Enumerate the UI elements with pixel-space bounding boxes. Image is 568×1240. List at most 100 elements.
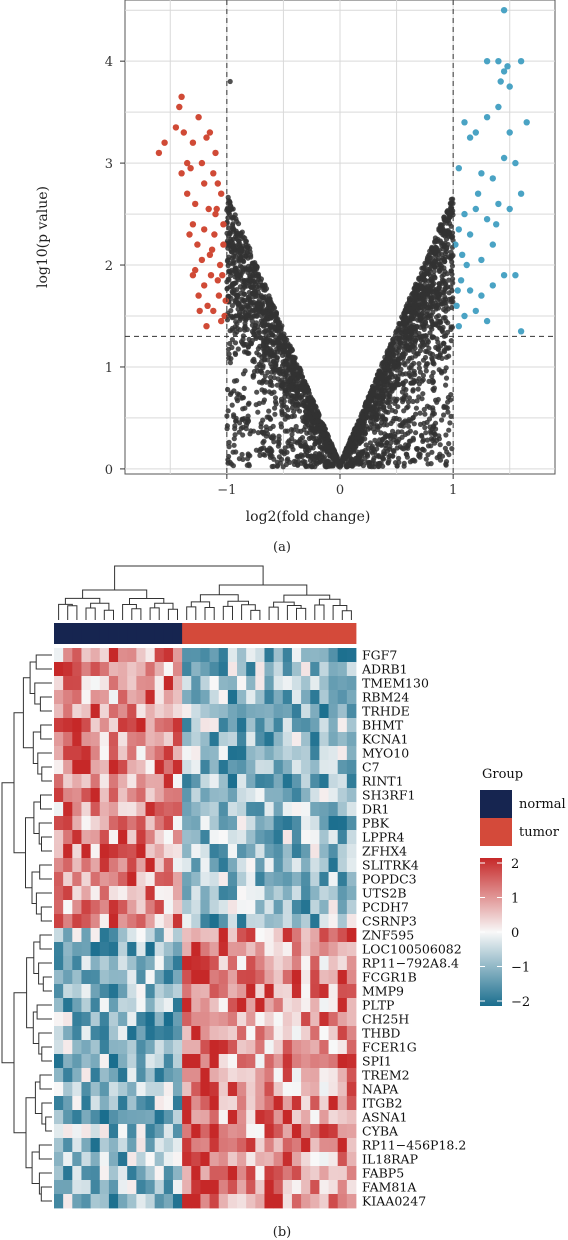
- heatmap-cell: [200, 788, 210, 803]
- heatmap-cell: [337, 746, 348, 761]
- heatmap-cell: [191, 858, 201, 873]
- heatmap-cell: [218, 1026, 229, 1041]
- heatmap-cell: [127, 746, 137, 761]
- heatmap-cell: [218, 1138, 229, 1153]
- heatmap-cell: [136, 956, 146, 971]
- volcano-point-ns: [438, 240, 444, 246]
- volcano-point-ns: [314, 425, 320, 431]
- heatmap-cell: [90, 858, 101, 873]
- group-cell-normal: [163, 623, 174, 644]
- heatmap-cell: [291, 1068, 302, 1083]
- heatmap-cell: [154, 1068, 165, 1083]
- volcano-point-ns: [306, 387, 312, 393]
- heatmap-cell: [346, 662, 357, 677]
- heatmap-cell: [319, 802, 329, 817]
- heatmap-cell: [310, 956, 320, 971]
- heatmap-cell: [163, 704, 174, 719]
- heatmap-cell: [200, 872, 210, 887]
- heatmap-cell: [209, 900, 220, 915]
- heatmap-cell: [346, 886, 357, 901]
- heatmap-cell: [172, 942, 183, 957]
- heatmap-cell: [282, 1180, 293, 1195]
- heatmap-cell: [108, 1152, 119, 1167]
- volcano-point-ns: [298, 396, 305, 403]
- heatmap-cell: [154, 1180, 165, 1195]
- heatmap-cell: [346, 1054, 357, 1069]
- x-tick-label: 1: [449, 483, 457, 498]
- heatmap-cell: [273, 718, 284, 733]
- volcano-point-ns: [254, 313, 260, 319]
- heatmap-cell: [310, 1026, 320, 1041]
- gene-label: ASNA1: [361, 1110, 408, 1125]
- volcano-point-ns: [290, 358, 297, 364]
- heatmap-cell: [118, 1096, 128, 1111]
- heatmap-cell: [163, 774, 174, 789]
- heatmap-cell: [346, 1068, 357, 1083]
- heatmap-cell: [310, 1096, 320, 1111]
- heatmap-cell: [145, 1068, 156, 1083]
- dendrogram-branch: [34, 1081, 42, 1114]
- heatmap-cell: [127, 662, 137, 677]
- heatmap-cell: [99, 1054, 110, 1069]
- heatmap-cell: [246, 1110, 256, 1125]
- volcano-point-ns: [397, 370, 403, 376]
- heatmap-cell: [99, 928, 110, 943]
- legend-title: Group: [482, 767, 523, 782]
- heatmap-cell: [200, 746, 210, 761]
- heatmap-cell: [99, 718, 110, 733]
- volcano-point-ns: [448, 210, 454, 216]
- heatmap-cell: [118, 1068, 128, 1083]
- x-tick-label: −1: [217, 483, 236, 498]
- volcano-point-ns: [247, 299, 253, 305]
- heatmap-cell: [81, 1012, 91, 1027]
- volcano-point-up: [500, 7, 508, 14]
- volcano-point-down: [214, 277, 221, 284]
- volcano-point-ns: [421, 406, 427, 413]
- heatmap-cell: [200, 914, 210, 929]
- heatmap-cell: [237, 942, 247, 957]
- heatmap-cell: [346, 942, 357, 957]
- heatmap-cell: [264, 690, 275, 705]
- volcano-point-ns: [373, 380, 380, 386]
- volcano-point-ns: [437, 351, 443, 357]
- dendrogram-branch: [25, 817, 34, 889]
- heatmap-cell: [81, 676, 91, 691]
- heatmap-cell: [255, 1124, 265, 1139]
- heatmap-cell: [218, 900, 229, 915]
- heatmap-cell: [63, 1096, 73, 1111]
- heatmap-cell: [99, 774, 110, 789]
- volcano-point-ns: [422, 411, 428, 417]
- heatmap-cell: [90, 788, 101, 803]
- heatmap-cell: [108, 858, 119, 873]
- volcano-point-down: [215, 292, 223, 299]
- volcano-point-ns: [263, 327, 269, 334]
- heatmap-cell: [145, 998, 156, 1013]
- heatmap-cell: [154, 746, 165, 761]
- heatmap-cell: [319, 998, 329, 1013]
- heatmap-cell: [90, 928, 101, 943]
- gene-label: RBM24: [362, 690, 409, 705]
- heatmap-cell: [90, 1068, 101, 1083]
- heatmap-cell: [328, 676, 339, 691]
- heatmap-cell: [291, 788, 302, 803]
- heatmap-cell: [264, 844, 275, 859]
- heatmap-cell: [237, 1180, 247, 1195]
- volcano-point-up: [517, 58, 525, 65]
- volcano-point-ns: [272, 349, 278, 356]
- volcano-point-ns: [271, 389, 277, 395]
- volcano-point-ns: [275, 443, 281, 449]
- heatmap-cell: [218, 718, 229, 733]
- volcano-point-ns: [447, 214, 453, 220]
- heatmap-cell: [346, 760, 357, 775]
- heatmap-cell: [163, 1180, 174, 1195]
- heatmap-cell: [136, 676, 146, 691]
- heatmap-cell: [182, 1096, 192, 1111]
- heatmap-cell: [163, 788, 174, 803]
- volcano-point-ns: [384, 351, 390, 357]
- heatmap-cell: [81, 774, 91, 789]
- heatmap-cell: [108, 816, 119, 831]
- heatmap-cell: [227, 858, 238, 873]
- heatmap-cell: [237, 662, 247, 677]
- heatmap-cell: [209, 1166, 220, 1181]
- volcano-point-ns: [233, 313, 239, 319]
